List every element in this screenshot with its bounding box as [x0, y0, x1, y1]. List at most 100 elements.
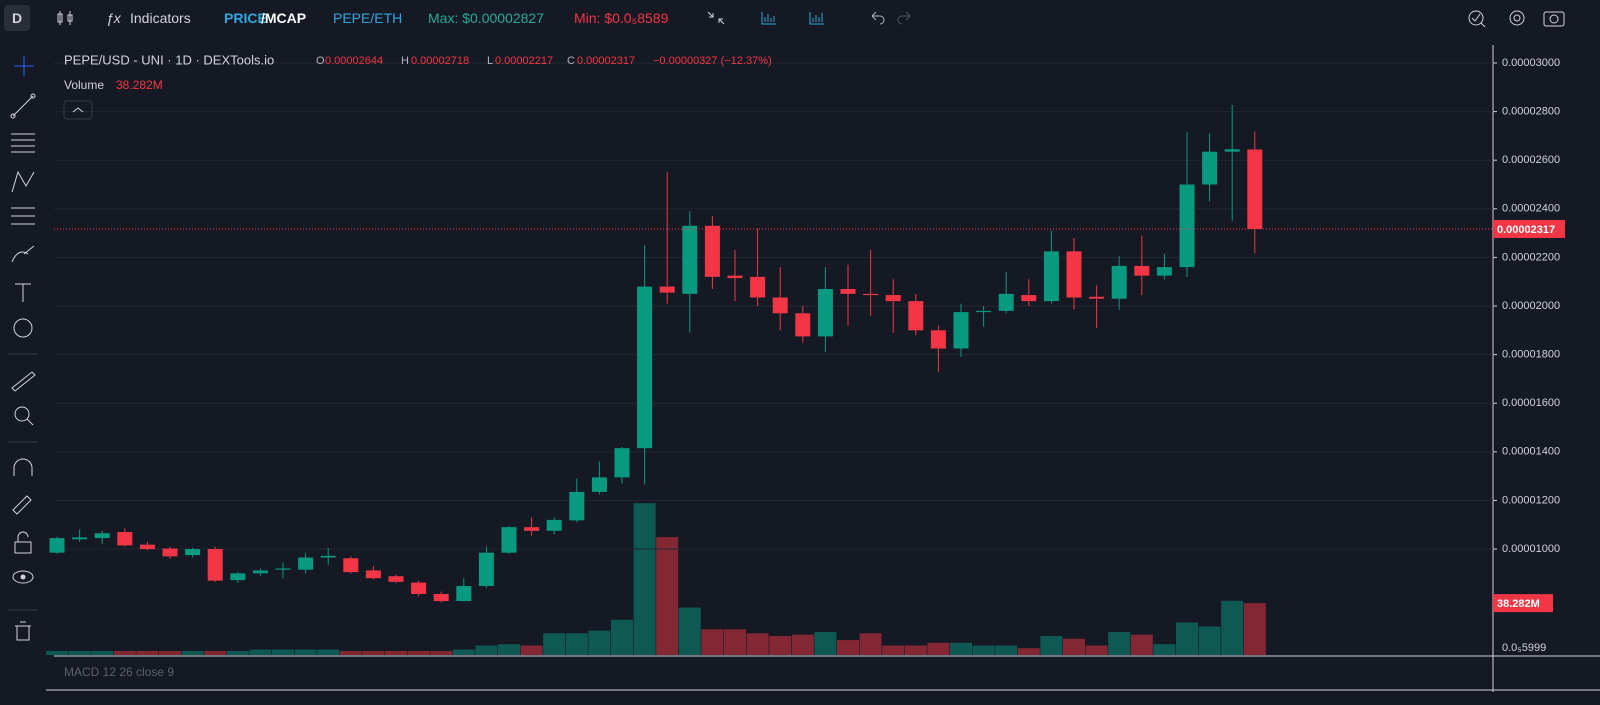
volume-bar	[498, 644, 520, 655]
volume-bar	[520, 645, 543, 655]
y-tick-label: 0.00002600	[1502, 154, 1560, 166]
collapse-icon	[72, 107, 84, 113]
volume-bar	[362, 650, 385, 655]
candle-layer	[49, 105, 1263, 603]
volume-label-box	[1493, 594, 1553, 613]
candle-body	[478, 552, 494, 586]
candle-body	[727, 275, 743, 279]
c-label: C	[567, 55, 575, 67]
y-tick-label: 0.00002800	[1502, 105, 1560, 117]
candle-body	[501, 527, 517, 553]
candle-body	[953, 312, 969, 349]
y-tick-label: 0.00003000	[1502, 57, 1560, 69]
o-value: 0.00002644	[325, 55, 383, 67]
volume-bar	[272, 649, 294, 655]
candle-body	[885, 295, 901, 302]
candle-body	[976, 310, 992, 313]
volume-value: 38.282M	[116, 78, 163, 92]
candle-body	[230, 573, 246, 581]
indicators-button[interactable]: Indicators	[130, 10, 191, 26]
collapse-button[interactable]	[63, 100, 93, 120]
volume-bar	[678, 607, 701, 655]
candle-body	[162, 548, 178, 557]
volume-bar	[317, 649, 340, 655]
volume-bar	[181, 650, 204, 655]
volume-bar	[972, 645, 995, 655]
candle-body	[298, 557, 314, 570]
volume-bar	[543, 633, 566, 655]
candle-body	[1224, 149, 1240, 152]
price-label: 0.00002317	[1497, 224, 1555, 236]
candle-body	[614, 448, 630, 478]
volume-bar	[430, 650, 453, 655]
candle-body	[456, 585, 472, 602]
volume-bar	[746, 633, 769, 655]
l-value: 0.00002217	[495, 55, 553, 67]
volume-bar	[837, 640, 859, 655]
candles-icon[interactable]	[56, 9, 74, 27]
candle-body	[863, 293, 879, 296]
volume-axis-label: 0.0₅5999	[1502, 642, 1546, 654]
volume-bar	[91, 650, 114, 655]
volume-bar	[882, 645, 905, 655]
pair-button[interactable]: PEPE/ETH	[333, 10, 403, 26]
candle-body	[1247, 149, 1263, 229]
change: −0.00000327 (−12.37%)	[653, 55, 772, 67]
max-price: Max: $0.00002827	[428, 10, 544, 26]
volume-layer	[46, 503, 1266, 655]
candle-body	[1156, 267, 1172, 276]
candle-body	[207, 549, 223, 581]
legend-title: PEPE/USD - UNI · 1D · DEXTools.io	[64, 52, 274, 67]
volume-bar	[204, 650, 227, 655]
volume-bar	[136, 650, 159, 655]
volume-bar	[1085, 645, 1108, 655]
candle-body	[524, 527, 540, 531]
toolbar-icons[interactable]	[700, 8, 920, 28]
volume-bar	[1017, 648, 1040, 655]
volume-bar	[1063, 638, 1085, 655]
candle-body	[908, 301, 924, 331]
candle-body	[704, 225, 720, 277]
candle-body	[817, 289, 833, 337]
min-price: Min: $0.0₅8589	[574, 10, 669, 26]
legend-ohlc: O0.00002644 H 0.00002718 L 0.00002217 C 0.0000…	[316, 55, 772, 67]
right-icons[interactable]	[1464, 7, 1594, 29]
volume-bar	[1130, 634, 1153, 655]
h-value: 0.00002718	[411, 55, 469, 67]
volume-bar	[475, 645, 498, 655]
candle-body	[772, 297, 788, 314]
volume-bar	[701, 629, 724, 655]
y-tick-label: 0.00002000	[1502, 300, 1560, 312]
volume-bar	[656, 537, 679, 655]
mcap-toggle[interactable]: /MCAP	[261, 10, 307, 26]
candle-body	[72, 537, 88, 540]
volume-bar	[1176, 622, 1198, 655]
candle-body	[365, 570, 381, 579]
h-label: H	[401, 55, 409, 67]
price-toggle[interactable]: PRICE	[224, 10, 267, 26]
candle-body	[1021, 295, 1037, 302]
price-label-box	[1493, 219, 1565, 238]
y-tick-label: 0.00001800	[1502, 349, 1560, 361]
candle-body	[320, 555, 336, 558]
candle-body	[94, 533, 110, 539]
volume-bar	[68, 650, 91, 655]
volume-bar	[791, 634, 814, 655]
candle-body	[185, 549, 201, 556]
o-label: O	[316, 55, 325, 67]
volume-bar	[294, 649, 317, 655]
volume-bar	[407, 650, 430, 655]
volume-bar	[611, 619, 633, 655]
volume-bar	[769, 636, 792, 655]
candle-body	[546, 519, 562, 531]
volume-bar	[995, 645, 1018, 655]
macd-label: MACD 12 26 close 9	[64, 665, 174, 679]
candle-body	[1043, 251, 1059, 302]
volume-bar	[1243, 603, 1266, 655]
volume-axis-value: 38.282M	[1497, 598, 1540, 610]
candle-body	[411, 582, 427, 594]
symbol-button[interactable]: D	[4, 5, 30, 31]
candle-body	[930, 330, 946, 349]
candle-body	[1089, 296, 1105, 299]
candle-body	[343, 558, 359, 573]
